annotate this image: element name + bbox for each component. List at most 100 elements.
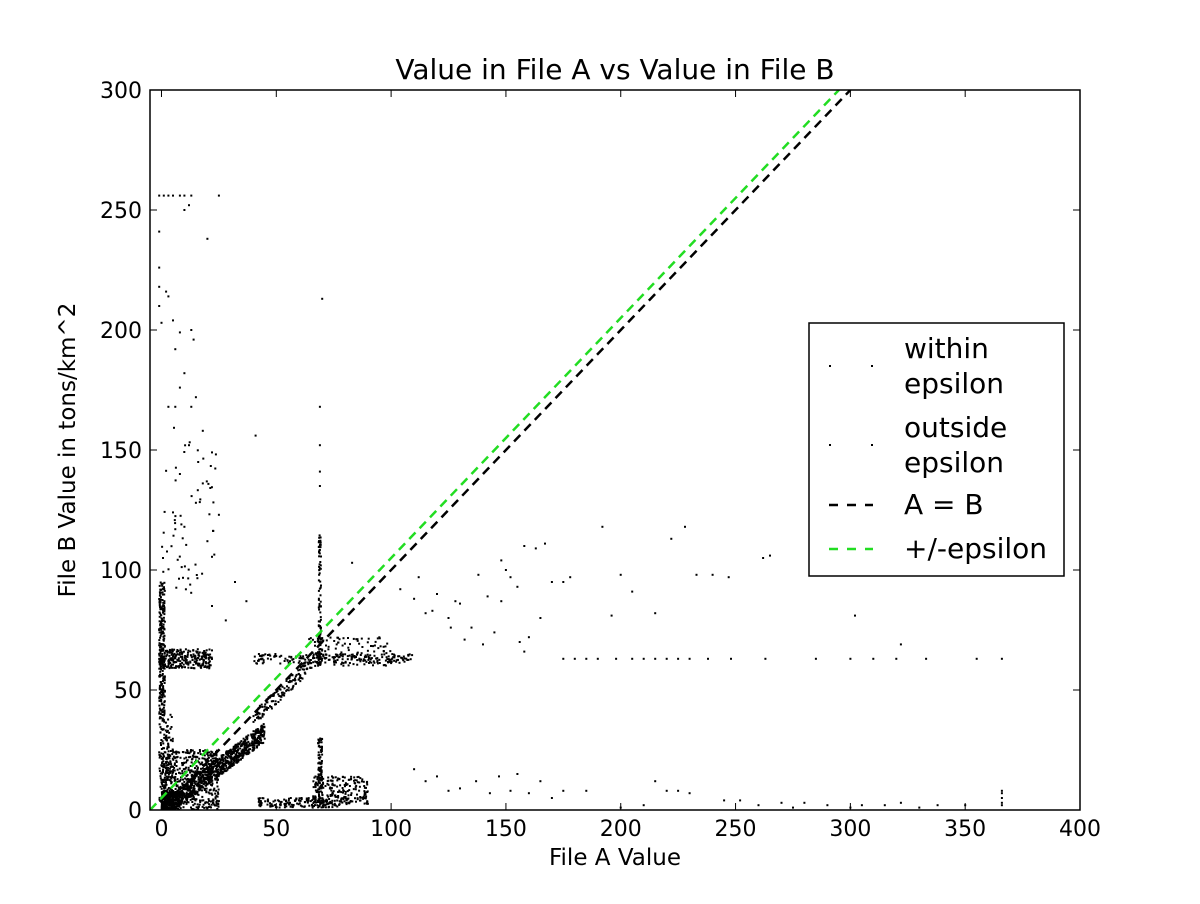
scatter-point [550, 797, 553, 799]
legend-label: within [904, 332, 989, 365]
scatter-point [278, 687, 281, 690]
scatter-point [320, 750, 323, 752]
scatter-point [164, 784, 167, 787]
scatter-point [179, 778, 182, 781]
scatter-point [262, 713, 265, 716]
scatter-point [315, 653, 318, 656]
scatter-point [342, 637, 345, 640]
scatter-point [158, 707, 161, 710]
scatter-point [277, 701, 280, 703]
scatter-point [158, 663, 161, 666]
scatter-point [175, 586, 178, 589]
scatter-point [172, 511, 174, 514]
scatter-point [314, 660, 317, 663]
scatter-point [298, 660, 301, 663]
scatter-point [318, 741, 321, 744]
scatter-point [345, 783, 348, 786]
scatter-point [169, 794, 172, 797]
scatter-point [207, 662, 210, 665]
scatter-point [202, 658, 205, 661]
scatter-point [158, 615, 161, 618]
scatter-point [279, 662, 282, 665]
y-tick-label: 100 [100, 559, 142, 584]
scatter-point [338, 656, 341, 658]
scatter-point [227, 752, 230, 755]
scatter-point [225, 760, 228, 763]
scatter-point [166, 793, 169, 796]
scatter-point [163, 675, 166, 678]
scatter-point [174, 528, 177, 531]
scatter-point [185, 792, 188, 795]
scatter-point [325, 656, 328, 659]
scatter-point [319, 536, 322, 539]
scatter-point [162, 742, 165, 745]
scatter-point [227, 751, 229, 754]
scatter-point [261, 727, 264, 730]
scatter-point [336, 805, 339, 808]
scatter-point [174, 466, 177, 469]
scatter-point [358, 642, 361, 645]
scatter-point [201, 769, 204, 772]
scatter-point [376, 659, 379, 662]
scatter-point [711, 573, 714, 576]
scatter-point [256, 740, 259, 743]
scatter-point [318, 797, 321, 800]
scatter-point [196, 662, 199, 665]
scatter-point [317, 788, 320, 791]
scatter-point [214, 467, 217, 470]
scatter-point [214, 778, 217, 781]
scatter-point [631, 657, 634, 660]
scatter-point [319, 616, 322, 619]
scatter-point [769, 554, 771, 557]
scatter-point [207, 756, 210, 759]
scatter-point [688, 657, 691, 660]
scatter-point [351, 653, 354, 656]
scatter-point [278, 806, 281, 809]
scatter-point [210, 792, 213, 795]
scatter-point [248, 751, 251, 754]
scatter-point [377, 647, 380, 650]
x-tick-label: 100 [370, 817, 412, 842]
scatter-point [329, 800, 332, 803]
scatter-point [320, 785, 323, 788]
scatter-point [188, 756, 190, 759]
scatter-point [307, 799, 310, 802]
scatter-point [258, 654, 261, 657]
scatter-point [201, 780, 204, 783]
scatter-point [509, 789, 512, 792]
scatter-point [191, 779, 194, 782]
scatter-point [188, 780, 190, 783]
scatter-point [188, 795, 191, 798]
scatter-point [314, 652, 317, 655]
scatter-point [158, 601, 161, 604]
scatter-point [319, 626, 322, 629]
scatter-point [251, 740, 254, 743]
scatter-point [354, 786, 357, 789]
scatter-point [308, 661, 311, 664]
scatter-point [211, 751, 214, 754]
scatter-point [172, 769, 175, 771]
scatter-point [173, 769, 176, 772]
scatter-point [187, 649, 190, 652]
scatter-point [354, 797, 356, 800]
scatter-point [331, 799, 334, 802]
scatter-point [289, 801, 291, 804]
scatter-point [285, 689, 288, 692]
scatter-point [320, 801, 323, 804]
scatter-point [257, 800, 260, 803]
scatter-point [684, 525, 686, 528]
scatter-point [318, 555, 321, 558]
scatter-point [342, 662, 345, 665]
scatter-point [212, 798, 215, 801]
scatter-point [319, 776, 322, 779]
scatter-point [267, 654, 269, 656]
scatter-point [334, 656, 337, 659]
scatter-point [207, 654, 210, 656]
scatter-point [163, 660, 166, 662]
scatter-point [195, 659, 198, 662]
scatter-point [186, 786, 189, 788]
scatter-point [688, 792, 691, 795]
scatter-point [269, 802, 271, 805]
scatter-point [202, 803, 205, 806]
scatter-point [199, 772, 202, 775]
